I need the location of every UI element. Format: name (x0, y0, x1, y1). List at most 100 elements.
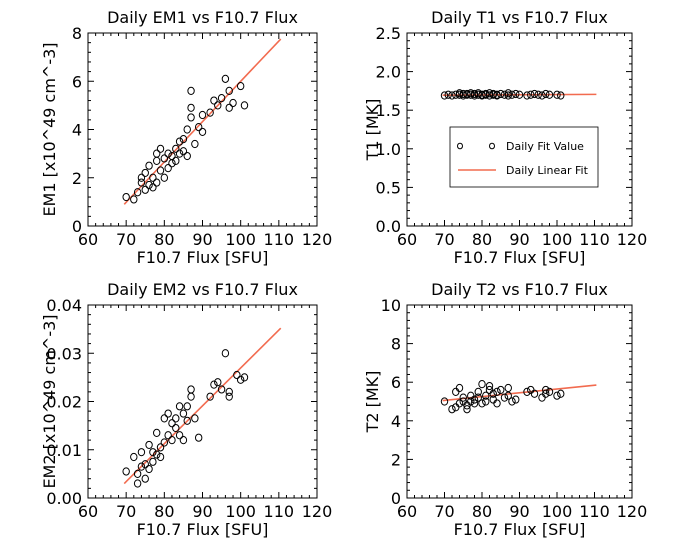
data-point (179, 135, 188, 144)
data-point (493, 91, 501, 100)
y-tick-label: 0.0 (376, 217, 401, 236)
x-axis-label: F10.7 Flux [SFU] (454, 520, 586, 539)
data-point (164, 149, 172, 158)
y-axis-label: T1 [MK] (363, 99, 382, 162)
data-point (156, 443, 165, 452)
x-tick-label: 100 (225, 230, 256, 249)
data-point (149, 173, 157, 182)
x-tick-label: 90 (509, 230, 529, 249)
linear-fit-line (123, 38, 282, 205)
data-point (206, 108, 214, 117)
data-point (198, 110, 207, 120)
data-point (542, 389, 550, 398)
data-point (194, 122, 203, 132)
data-point (512, 89, 520, 99)
data-point (153, 149, 161, 158)
x-tick-label: 110 (264, 230, 295, 249)
data-point (542, 385, 550, 395)
legend-box (449, 126, 599, 188)
data-point (221, 349, 230, 358)
data-point (183, 416, 191, 425)
data-point (149, 448, 157, 457)
data-point (122, 192, 130, 202)
data-point (534, 90, 542, 99)
data-point (210, 96, 218, 105)
y-tick-label: 4 (391, 412, 401, 431)
data-point (485, 381, 494, 391)
plot-frame (87, 32, 318, 227)
data-point (168, 159, 176, 168)
data-point (214, 378, 222, 387)
y-tick-label: 2 (391, 450, 401, 469)
data-point (444, 90, 452, 99)
data-point (470, 89, 479, 99)
y-tick-label: 2.5 (376, 24, 401, 43)
data-point (191, 139, 199, 149)
data-point (141, 185, 149, 194)
chart-panel-1: 60 70 80 90 100 110 120 0 2 4 6 8 Daily EM1 vs F10.7… (40, 8, 332, 267)
data-point (557, 389, 565, 398)
data-point (474, 393, 482, 402)
data-point (145, 440, 153, 450)
data-point (455, 89, 464, 98)
y-tick-label: 0.5 (376, 178, 401, 197)
data-point (508, 397, 516, 406)
data-point (160, 154, 169, 163)
data-point (217, 94, 226, 103)
data-point (156, 452, 165, 462)
data-point (474, 387, 482, 396)
legend-label: Daily Linear Fit (506, 164, 589, 177)
x-tick-label: 60 (397, 502, 417, 521)
data-point (206, 392, 214, 401)
data-point (459, 91, 467, 100)
data-point (440, 91, 449, 100)
data-point (530, 89, 539, 99)
y-axis-label: EM2 [x10^49 cm^-3] (40, 314, 59, 488)
data-point (172, 144, 180, 153)
data-point (530, 389, 539, 398)
y-tick-label: 1.5 (376, 101, 401, 120)
data-point (141, 168, 149, 178)
x-axis-label: F10.7 Flux [SFU] (137, 520, 269, 539)
data-point (482, 90, 490, 99)
data-point (175, 431, 184, 440)
data-point (504, 383, 512, 393)
data-point (508, 90, 516, 99)
data-point (133, 469, 142, 478)
data-point (523, 387, 531, 396)
data-point (168, 419, 176, 428)
x-tick-label: 60 (397, 230, 417, 249)
data-point (455, 399, 464, 408)
data-point (236, 81, 245, 91)
data-point (482, 391, 490, 400)
x-tick-label: 100 (542, 230, 573, 249)
x-tick-label: 90 (192, 502, 212, 521)
data-point (130, 195, 138, 204)
data-point (175, 402, 184, 411)
data-point (504, 91, 512, 100)
y-tick-label: 0.03 (46, 344, 82, 363)
data-point (141, 460, 149, 469)
data-point (463, 405, 471, 414)
data-point (172, 423, 180, 433)
data-point (233, 370, 241, 380)
data-point (497, 89, 505, 99)
data-point (482, 397, 490, 406)
x-tick-label: 80 (472, 230, 492, 249)
data-point (160, 438, 169, 447)
data-point (225, 387, 233, 396)
y-tick-label: 0 (391, 489, 401, 508)
data-point (149, 183, 157, 192)
y-tick-label: 0.01 (46, 441, 82, 460)
y-tick-label: 0.04 (46, 296, 82, 315)
x-tick-label: 110 (579, 502, 610, 521)
data-point (527, 90, 535, 99)
x-tick-label: 80 (472, 502, 492, 521)
x-tick-label: 90 (192, 230, 212, 249)
x-tick-label: 70 (116, 230, 136, 249)
linear-fit-line (442, 93, 597, 96)
data-point (545, 387, 554, 396)
data-point (164, 164, 172, 173)
data-point (187, 385, 195, 394)
